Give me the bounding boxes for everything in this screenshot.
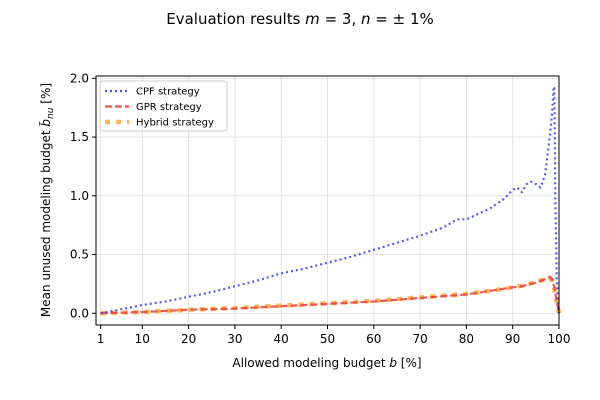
x-tick-label: 50 <box>320 332 335 346</box>
series-line-gpr-strategy <box>100 275 561 315</box>
y-tick-label: 0.0 <box>70 306 89 320</box>
legend-label: GPR strategy <box>136 102 202 113</box>
legend-label: CPF strategy <box>136 87 200 98</box>
legend: CPF strategy GPR strategy Hybrid strategy <box>99 80 228 132</box>
y-axis-label: Mean unused modeling budget b̃nu [%] <box>39 83 56 317</box>
y-tick-label: 0.5 <box>70 248 89 262</box>
series-layer <box>100 85 562 316</box>
x-tick-label: 1 <box>97 332 105 346</box>
y-axis-ticks: 0.0 0.5 1.0 1.5 2.0 <box>70 71 96 320</box>
x-tick-label: 20 <box>181 332 196 346</box>
x-axis-ticks: 1 10 20 30 40 50 60 70 80 90 100 <box>97 325 571 346</box>
x-tick-label: 80 <box>459 332 474 346</box>
y-tick-label: 1.0 <box>70 189 89 203</box>
x-tick-label: 40 <box>274 332 289 346</box>
series-line-cpf-strategy <box>100 85 561 315</box>
chart-title: Evaluation results m = 3, n = ± 1% <box>166 10 434 28</box>
x-tick-label: 10 <box>135 332 150 346</box>
x-axis-label: Allowed modeling budget b [%] <box>232 356 421 370</box>
x-tick-label: 100 <box>548 332 571 346</box>
x-tick-label: 70 <box>412 332 427 346</box>
legend-box <box>99 80 228 132</box>
y-tick-label: 1.5 <box>70 130 89 144</box>
legend-label: Hybrid strategy <box>136 118 214 129</box>
x-tick-label: 90 <box>505 332 520 346</box>
y-tick-label: 2.0 <box>70 71 89 85</box>
x-tick-label: 30 <box>227 332 242 346</box>
x-tick-label: 60 <box>366 332 381 346</box>
